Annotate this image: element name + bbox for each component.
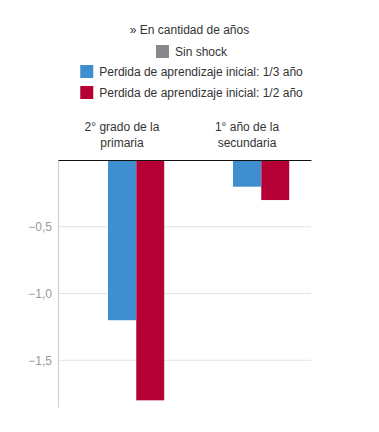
grid-line <box>58 226 311 227</box>
grid <box>58 227 311 361</box>
legend-swatch <box>156 45 169 58</box>
y-tick-label: −0,5 <box>28 220 52 234</box>
legend-item: Sin shock <box>156 45 228 59</box>
x-tick: 2° grado de laprimaria <box>85 120 160 160</box>
y-tick: −0,5 <box>28 220 58 234</box>
legend-item: Perdida de aprendizaje inicial: 1/3 año <box>80 65 303 79</box>
x-axis: 2° grado de laprimaria 1° año de lasecund… <box>59 120 312 161</box>
y-tick-label: −1,5 <box>28 354 52 368</box>
x-tick-label: 1° año de lasecundaria <box>215 120 280 150</box>
grid-line <box>58 360 311 361</box>
x-tick-label: 2° grado de laprimaria <box>85 120 160 150</box>
legend-label: Sin shock <box>175 45 228 59</box>
grid-line <box>58 293 311 294</box>
x-axis-line <box>59 160 312 161</box>
legend-item: Perdida de aprendizaje inicial: 1/2 año <box>80 86 303 100</box>
subtitle: » En cantidad de años <box>130 23 249 37</box>
bar <box>261 160 289 200</box>
bars <box>108 160 289 400</box>
legend-swatch <box>80 65 93 78</box>
x-tick: 1° año de lasecundaria <box>215 120 280 160</box>
y-tick: −1,5 <box>28 354 58 368</box>
bar <box>108 160 136 320</box>
bar <box>233 160 261 187</box>
y-axis-line <box>58 161 59 408</box>
legend-label: Perdida de aprendizaje inicial: 1/3 año <box>99 65 303 79</box>
legend-label: Perdida de aprendizaje inicial: 1/2 año <box>99 86 303 100</box>
y-tick: −1,0 <box>28 287 58 301</box>
y-axis: −0,5 −1,0 −1,5 <box>28 161 58 408</box>
legend: Sin shock Perdida de aprendizaje inicial:… <box>80 45 303 100</box>
bar <box>136 160 164 400</box>
chart: » En cantidad de años Sin shock Perdida de… <box>0 0 379 432</box>
y-tick-label: −1,0 <box>28 287 52 301</box>
legend-swatch <box>80 86 93 99</box>
